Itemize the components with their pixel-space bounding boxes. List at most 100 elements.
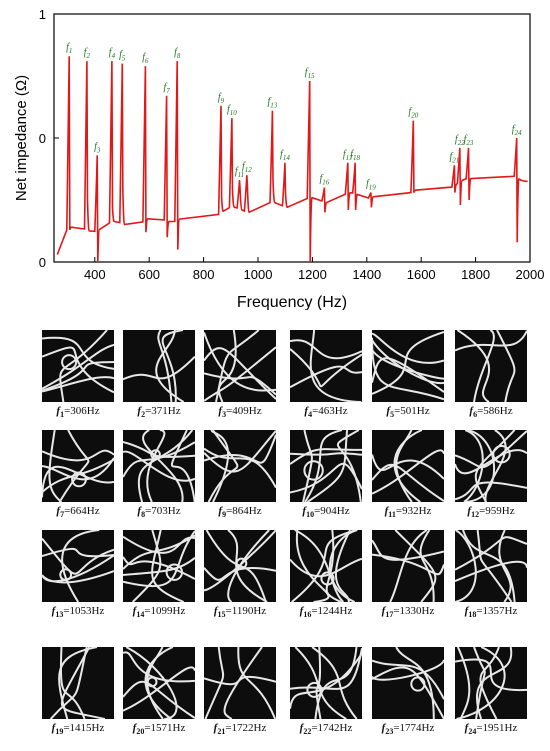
nodal-line	[123, 355, 195, 381]
nodal-line	[60, 647, 106, 719]
caption-symbol: f	[304, 405, 309, 417]
x-tick-label: 1800	[461, 267, 490, 282]
nodal-line	[125, 647, 178, 719]
nodal-pattern-image	[123, 530, 195, 602]
y-axis-label: Net impedance (Ω)	[13, 75, 30, 201]
nodal-ring	[165, 563, 183, 581]
pattern-caption: f3=409Hz	[218, 405, 262, 420]
y-tick-label: 0	[39, 255, 46, 270]
pattern-caption: f16=1244Hz	[299, 605, 353, 620]
nodal-line	[372, 659, 444, 681]
caption-symbol: f	[381, 722, 386, 734]
caption-subscript: 22	[303, 727, 312, 737]
caption-subscript: 13	[55, 610, 64, 620]
caption-symbol: f	[299, 722, 304, 734]
nodal-line	[146, 430, 166, 502]
pattern-caption: f23=1774Hz	[381, 722, 435, 737]
nodal-line	[290, 452, 362, 456]
caption-value: 1742Hz	[317, 722, 353, 734]
caption-symbol: f	[464, 605, 469, 617]
caption-value: 904Hz	[320, 505, 350, 517]
caption-value: 1774Hz	[399, 722, 435, 734]
nodal-line	[204, 332, 276, 392]
nodal-line	[123, 441, 195, 478]
pattern-caption: f4=463Hz	[304, 405, 348, 420]
nodal-line	[290, 339, 362, 360]
peak-label: f20	[408, 107, 418, 120]
nodal-line	[372, 339, 444, 384]
caption-value: 1190Hz	[231, 605, 267, 617]
pattern-caption: f7=664Hz	[56, 505, 100, 520]
nodal-ring	[59, 568, 73, 582]
caption-subscript: 4	[308, 410, 313, 420]
nodal-line	[290, 348, 362, 388]
nodal-line	[157, 330, 173, 402]
nodal-line	[227, 530, 270, 602]
caption-symbol: f	[464, 722, 469, 734]
nodal-pattern-image	[372, 430, 444, 502]
caption-value: 586Hz	[483, 405, 513, 417]
x-tick-label: 2000	[516, 267, 545, 282]
nodal-line	[309, 330, 362, 402]
nodal-line	[204, 347, 276, 400]
nodal-line	[131, 530, 162, 602]
nodal-line	[463, 430, 484, 502]
nodal-line	[123, 666, 195, 712]
caption-value: 306Hz	[70, 405, 100, 417]
nodal-line	[42, 547, 114, 558]
caption-subscript: 7	[60, 510, 65, 520]
nodal-line	[42, 361, 114, 392]
caption-value: 371Hz	[151, 405, 181, 417]
pattern-caption: f22=1742Hz	[299, 722, 353, 737]
x-tick-label: 600	[138, 267, 160, 282]
nodal-pattern-image	[290, 430, 362, 502]
caption-symbol: f	[302, 505, 307, 517]
nodal-pattern-image	[290, 330, 362, 402]
caption-subscript: 14	[136, 610, 145, 620]
pattern-caption: f21=1722Hz	[213, 722, 267, 737]
nodal-line	[42, 346, 114, 394]
nodal-pattern-image	[204, 330, 276, 402]
caption-value: 664Hz	[70, 505, 100, 517]
nodal-pattern-image	[42, 330, 114, 402]
pattern-caption: f11=932Hz	[384, 505, 432, 520]
impedance-chart: 0 0 1 400 600 800 1000 1200 1400 1600 1800 2000 f1…	[13, 7, 545, 310]
caption-subscript: 3	[222, 410, 227, 420]
nodal-line	[155, 330, 185, 402]
caption-symbol: f	[132, 722, 137, 734]
caption-subscript: 12	[471, 510, 480, 520]
nodal-line	[58, 430, 90, 502]
caption-value: 1415Hz	[69, 722, 105, 734]
nodal-pattern-image	[372, 530, 444, 602]
peak-label: f8	[174, 47, 181, 60]
caption-value: 1571Hz	[150, 722, 186, 734]
caption-value: 1722Hz	[231, 722, 267, 734]
nodal-line	[61, 530, 100, 602]
nodal-line	[476, 530, 513, 602]
caption-subscript: 16	[303, 610, 312, 620]
caption-subscript: 5	[390, 410, 395, 420]
peak-label: f13	[268, 97, 278, 110]
peak-label: f17	[343, 149, 353, 162]
nodal-line	[455, 330, 527, 352]
caption-subscript: 19	[55, 727, 64, 737]
pattern-caption: f17=1330Hz	[381, 605, 435, 620]
nodal-line	[395, 647, 435, 719]
caption-symbol: f	[56, 405, 61, 417]
nodal-line	[455, 449, 527, 475]
peak-label: f10	[227, 104, 237, 117]
caption-value: 703Hz	[151, 505, 181, 517]
nodal-line	[498, 530, 512, 602]
peak-label: f12	[242, 161, 252, 174]
peak-label: f22	[455, 134, 465, 147]
nodal-ring	[320, 571, 335, 586]
nodal-line	[455, 658, 527, 691]
nodal-line	[456, 647, 506, 719]
nodal-line	[311, 647, 358, 719]
peak-label: f21	[449, 151, 459, 164]
nodal-line	[372, 337, 444, 401]
nodal-line	[372, 539, 444, 561]
nodal-line	[204, 430, 276, 473]
nodal-line	[479, 647, 500, 719]
nodal-line	[42, 343, 114, 390]
